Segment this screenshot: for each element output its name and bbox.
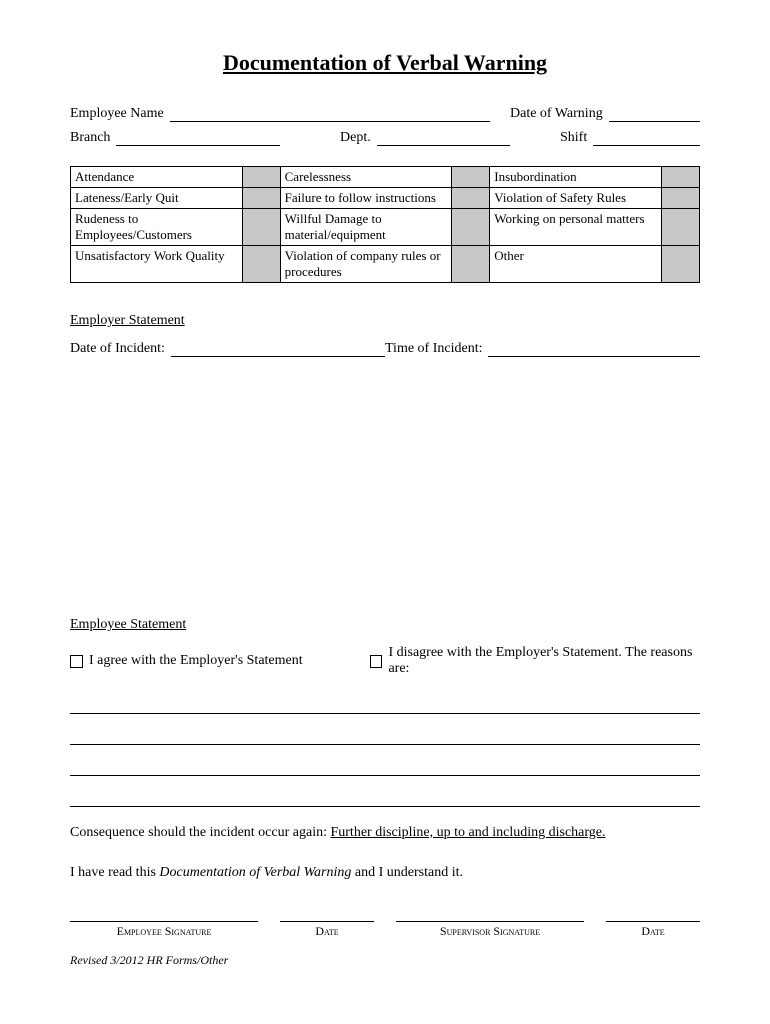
supervisor-date-line[interactable]: Date — [606, 921, 700, 939]
reason-check[interactable] — [242, 188, 280, 209]
employer-statement-header: Employer Statement — [70, 313, 700, 329]
employee-name-field[interactable] — [170, 106, 490, 122]
supervisor-signature-line[interactable]: Supervisor Signature — [396, 921, 584, 939]
reason-check[interactable] — [242, 167, 280, 188]
reason-check[interactable] — [242, 246, 280, 283]
dept-label: Dept. — [340, 130, 377, 146]
reason-cell: Lateness/Early Quit — [71, 188, 243, 209]
date-of-incident-label: Date of Incident: — [70, 341, 171, 357]
dept-field[interactable] — [377, 130, 510, 146]
employee-name-label: Employee Name — [70, 106, 170, 122]
employee-statement-header: Employee Statement — [70, 617, 700, 633]
document-title: Documentation of Verbal Warning — [70, 50, 700, 76]
branch-field[interactable] — [116, 130, 280, 146]
disagree-reason-line[interactable] — [70, 724, 700, 745]
read-italic: Documentation of Verbal Warning — [159, 865, 351, 880]
date-of-warning-label: Date of Warning — [510, 106, 609, 122]
disagree-label: I disagree with the Employer's Statement… — [388, 645, 700, 677]
employee-date-line[interactable]: Date — [280, 921, 374, 939]
read-prefix: I have read this — [70, 865, 159, 880]
reason-check[interactable] — [452, 209, 490, 246]
shift-label: Shift — [560, 130, 593, 146]
reason-cell: Violation of Safety Rules — [490, 188, 662, 209]
reason-cell: Insubordination — [490, 167, 662, 188]
reason-cell: Violation of company rules or procedures — [280, 246, 452, 283]
reason-check[interactable] — [452, 188, 490, 209]
disagree-reason-line[interactable] — [70, 693, 700, 714]
reason-cell: Attendance — [71, 167, 243, 188]
agree-label: I agree with the Employer's Statement — [89, 653, 303, 669]
reason-table: Attendance Carelessness Insubordination … — [70, 166, 700, 283]
reason-cell: Working on personal matters — [490, 209, 662, 246]
reason-cell: Carelessness — [280, 167, 452, 188]
branch-label: Branch — [70, 130, 116, 146]
read-suffix: and I understand it. — [351, 865, 463, 880]
disagree-reason-line[interactable] — [70, 755, 700, 776]
date-of-incident-field[interactable] — [171, 341, 385, 357]
consequence-text: Consequence should the incident occur ag… — [70, 825, 700, 841]
consequence-prefix: Consequence should the incident occur ag… — [70, 825, 330, 840]
reason-cell: Unsatisfactory Work Quality — [71, 246, 243, 283]
reason-check[interactable] — [452, 167, 490, 188]
reason-cell: Willful Damage to material/equipment — [280, 209, 452, 246]
time-of-incident-label: Time of Incident: — [385, 341, 488, 357]
time-of-incident-field[interactable] — [488, 341, 700, 357]
read-acknowledge: I have read this Documentation of Verbal… — [70, 865, 700, 881]
reason-cell: Rudeness to Employees/Customers — [71, 209, 243, 246]
consequence-detail: Further discipline, up to and including … — [330, 825, 605, 840]
agree-checkbox[interactable] — [70, 655, 83, 668]
reason-check[interactable] — [452, 246, 490, 283]
reason-check[interactable] — [662, 209, 700, 246]
reason-check[interactable] — [242, 209, 280, 246]
reason-check[interactable] — [662, 167, 700, 188]
reason-cell: Other — [490, 246, 662, 283]
disagree-checkbox[interactable] — [370, 655, 382, 668]
employee-signature-line[interactable]: Employee Signature — [70, 921, 258, 939]
reason-check[interactable] — [662, 188, 700, 209]
shift-field[interactable] — [593, 130, 700, 146]
disagree-reason-line[interactable] — [70, 786, 700, 807]
reason-check[interactable] — [662, 246, 700, 283]
reason-cell: Failure to follow instructions — [280, 188, 452, 209]
footer-revision: Revised 3/2012 HR Forms/Other — [70, 953, 700, 968]
date-of-warning-field[interactable] — [609, 106, 700, 122]
